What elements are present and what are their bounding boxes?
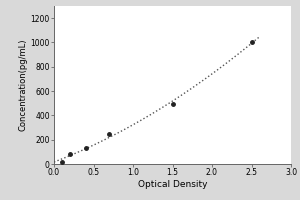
Y-axis label: Concentration(pg/mL): Concentration(pg/mL) <box>19 39 28 131</box>
X-axis label: Optical Density: Optical Density <box>138 180 207 189</box>
